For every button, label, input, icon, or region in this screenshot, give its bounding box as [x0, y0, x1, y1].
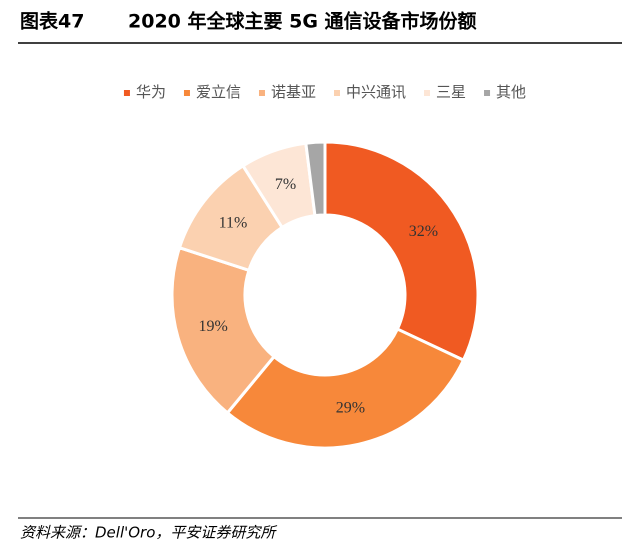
donut-slice [225, 327, 466, 450]
legend-label: 三星 [436, 83, 466, 101]
donut-slice [170, 245, 277, 416]
legend-marker [334, 90, 340, 96]
legend-label: 中兴通讯 [346, 83, 406, 101]
legend-marker [183, 90, 190, 96]
value-label: 7% [275, 176, 296, 193]
legend-marker [123, 90, 130, 96]
legend-label: 华为 [136, 83, 166, 101]
donut-slice [323, 140, 480, 363]
chart-title: 2020 年全球主要 5G 通信设备市场份额 [128, 10, 477, 33]
figure-number: 图表47 [20, 10, 84, 33]
legend-marker [484, 90, 491, 96]
legend-label: 其他 [496, 83, 526, 101]
value-label: 19% [198, 318, 227, 335]
value-label: 29% [336, 399, 365, 416]
donut-chart: 32% 29% 19% 11% 7% 华为 爱立信 诺基亚 中兴通讯 三星 其他 [123, 83, 526, 450]
source: 资料来源：Dell'Oro，平安证券研究所 [20, 524, 277, 542]
value-label: 11% [219, 214, 248, 231]
value-label: 32% [409, 223, 438, 240]
legend-label: 爱立信 [196, 83, 241, 101]
donut-slice [304, 140, 327, 218]
legend-label: 诺基亚 [271, 83, 316, 101]
legend-marker [258, 90, 265, 96]
legend: 华为 爱立信 诺基亚 中兴通讯 三星 其他 [123, 83, 526, 101]
legend-marker [424, 90, 431, 96]
